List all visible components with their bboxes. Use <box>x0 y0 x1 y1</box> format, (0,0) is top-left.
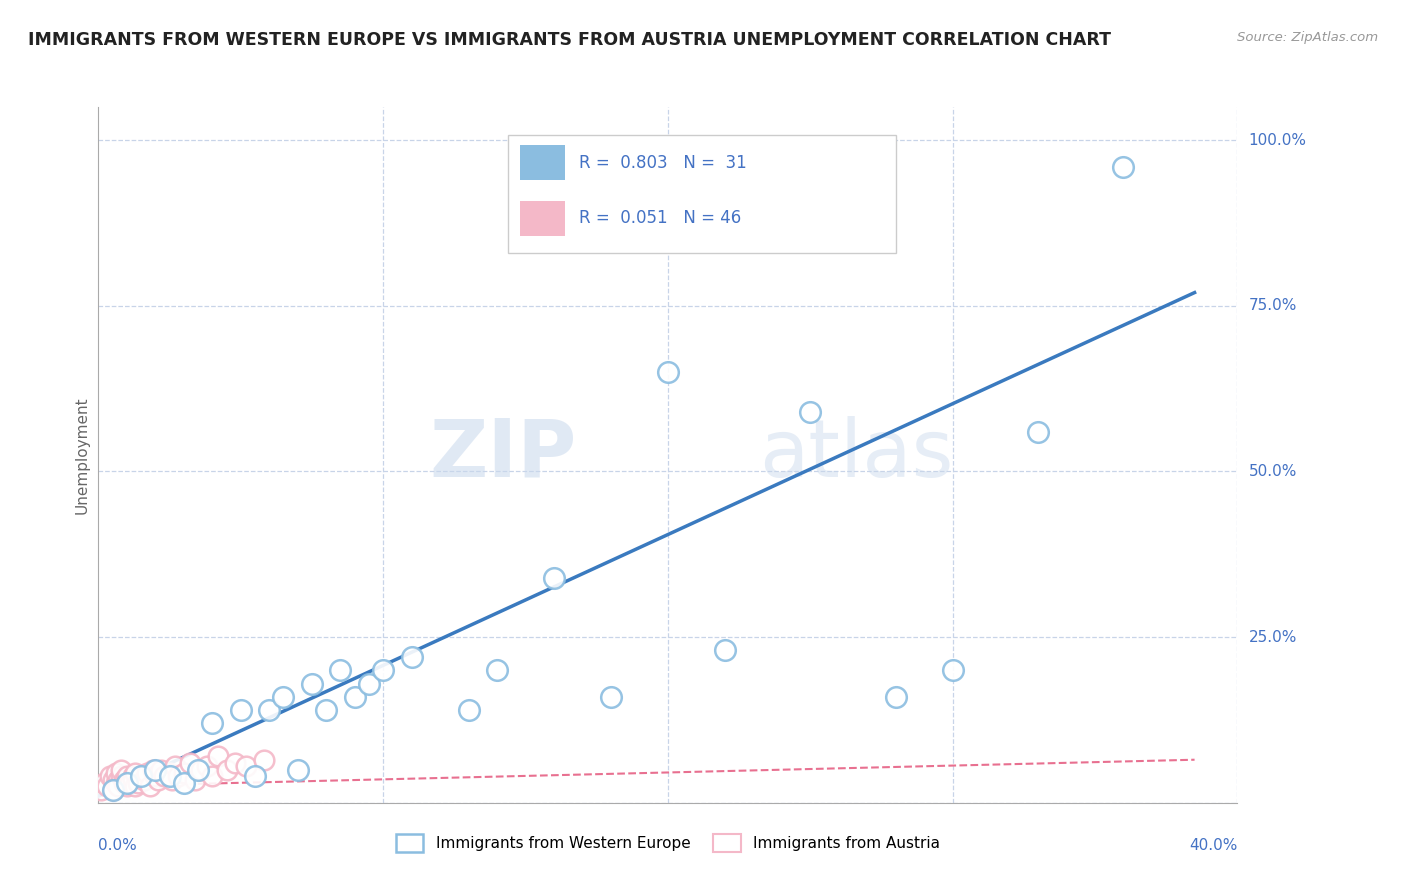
Point <box>159 766 181 780</box>
Point <box>129 769 152 783</box>
Point <box>179 756 201 770</box>
Point <box>224 756 246 770</box>
Point <box>201 769 224 783</box>
Point <box>90 782 112 797</box>
Text: ZIP: ZIP <box>429 416 576 494</box>
Point <box>714 643 737 657</box>
Text: 75.0%: 75.0% <box>1249 298 1296 313</box>
Text: R =  0.051   N = 46: R = 0.051 N = 46 <box>579 210 741 227</box>
Point <box>145 769 167 783</box>
Text: 100.0%: 100.0% <box>1249 133 1306 148</box>
Point <box>190 763 212 777</box>
Point <box>104 776 127 790</box>
Point <box>118 776 141 790</box>
Point <box>115 769 138 783</box>
Point <box>104 766 127 780</box>
Text: R =  0.803   N =  31: R = 0.803 N = 31 <box>579 153 747 171</box>
Point <box>252 753 274 767</box>
Point <box>110 769 132 783</box>
Point <box>127 776 149 790</box>
Point <box>799 405 821 419</box>
Point <box>184 772 207 787</box>
Point <box>1026 425 1049 439</box>
Point <box>235 759 257 773</box>
Text: Source: ZipAtlas.com: Source: ZipAtlas.com <box>1237 31 1378 45</box>
Point <box>195 759 218 773</box>
Legend: Immigrants from Western Europe, Immigrants from Austria: Immigrants from Western Europe, Immigran… <box>389 828 946 858</box>
Point <box>124 779 146 793</box>
Point <box>124 766 146 780</box>
Point <box>101 782 124 797</box>
Point <box>173 776 195 790</box>
Point <box>187 763 209 777</box>
Text: atlas: atlas <box>759 416 953 494</box>
Point <box>110 763 132 777</box>
FancyBboxPatch shape <box>509 135 896 253</box>
Point <box>162 772 184 787</box>
Point <box>373 663 395 677</box>
Point <box>942 663 965 677</box>
Point <box>138 779 160 793</box>
Point <box>201 716 224 731</box>
Text: 50.0%: 50.0% <box>1249 464 1296 479</box>
Point <box>543 570 565 584</box>
Point <box>215 763 238 777</box>
Point <box>259 703 281 717</box>
Point <box>96 779 118 793</box>
Point <box>101 782 124 797</box>
Point <box>301 676 323 690</box>
FancyBboxPatch shape <box>520 145 565 180</box>
Point <box>129 769 152 783</box>
Point <box>135 766 157 780</box>
Point <box>884 690 907 704</box>
Text: 25.0%: 25.0% <box>1249 630 1296 645</box>
Point <box>273 690 295 704</box>
Point <box>159 769 181 783</box>
Point <box>115 776 138 790</box>
Point <box>121 772 143 787</box>
Point <box>329 663 352 677</box>
Point <box>145 763 167 777</box>
Point <box>207 749 229 764</box>
Point <box>93 776 115 790</box>
Point <box>107 772 129 787</box>
FancyBboxPatch shape <box>520 201 565 235</box>
Point <box>150 763 173 777</box>
Point <box>112 772 135 787</box>
Point <box>141 763 163 777</box>
Point <box>107 779 129 793</box>
Point <box>457 703 479 717</box>
Text: 40.0%: 40.0% <box>1189 838 1237 853</box>
Point <box>121 769 143 783</box>
Point <box>167 769 190 783</box>
Point <box>401 650 423 665</box>
Point <box>98 769 121 783</box>
Point <box>153 769 176 783</box>
Point <box>343 690 366 704</box>
Point <box>287 763 309 777</box>
Point <box>112 776 135 790</box>
Point <box>357 676 380 690</box>
Point <box>115 779 138 793</box>
Point <box>229 703 252 717</box>
Point <box>173 766 195 780</box>
Y-axis label: Unemployment: Unemployment <box>75 396 90 514</box>
Text: IMMIGRANTS FROM WESTERN EUROPE VS IMMIGRANTS FROM AUSTRIA UNEMPLOYMENT CORRELATI: IMMIGRANTS FROM WESTERN EUROPE VS IMMIGR… <box>28 31 1111 49</box>
Point <box>148 772 170 787</box>
Point <box>1112 160 1135 174</box>
Point <box>315 703 337 717</box>
Point <box>486 663 509 677</box>
Text: 0.0%: 0.0% <box>98 838 138 853</box>
Point <box>165 759 187 773</box>
Point <box>657 365 679 379</box>
Point <box>101 772 124 787</box>
Point <box>600 690 623 704</box>
Point <box>132 772 155 787</box>
Point <box>243 769 266 783</box>
